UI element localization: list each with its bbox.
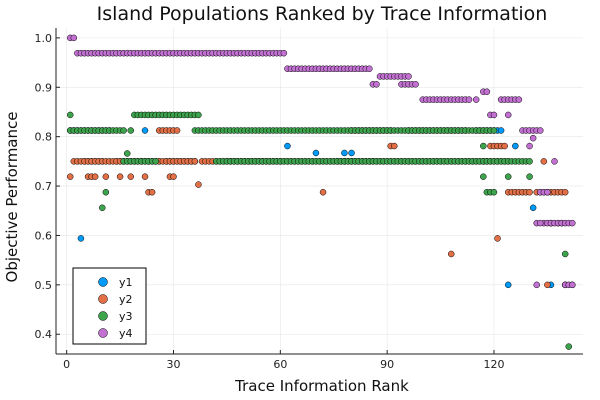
data-point-y3	[490, 188, 498, 196]
y-tick-label: 0.5	[35, 279, 53, 292]
data-point-y2	[148, 188, 156, 196]
data-point-y3	[123, 150, 131, 157]
data-point-y3	[526, 173, 533, 180]
data-point-y2	[391, 142, 398, 150]
x-tick-label: 30	[167, 358, 181, 371]
data-point-y2	[127, 173, 135, 180]
data-point-y1	[77, 235, 85, 242]
data-point-y4	[504, 111, 512, 119]
data-point-y2	[141, 173, 149, 180]
data-point-y3	[152, 158, 159, 165]
data-point-y4	[526, 142, 533, 150]
data-point-y4	[569, 219, 576, 227]
data-point-y1	[312, 149, 320, 157]
data-point-y4	[490, 111, 498, 119]
data-point-y3	[66, 111, 74, 119]
data-point-y1	[284, 142, 291, 150]
y-tick-label: 0.4	[35, 328, 53, 341]
data-point-y4	[483, 88, 491, 95]
data-point-y2	[501, 142, 508, 150]
legend-marker-y3	[98, 311, 108, 321]
x-tick-label: 0	[63, 358, 70, 371]
data-point-y2	[561, 188, 569, 196]
data-point-y2	[91, 173, 99, 180]
data-point-y4	[569, 281, 576, 289]
data-point-y4	[465, 96, 473, 103]
data-point-y4	[515, 96, 523, 103]
data-point-y4	[537, 219, 544, 227]
data-points	[66, 34, 576, 350]
data-point-y3	[102, 188, 110, 196]
data-point-y2	[195, 181, 202, 188]
x-axis-label: Trace Information Rank	[234, 377, 409, 395]
legend-label-y4: y4	[119, 327, 133, 340]
data-point-y1	[497, 127, 505, 134]
data-point-y2	[494, 235, 501, 242]
legend-label-y3: y3	[119, 310, 133, 323]
data-point-y3	[120, 127, 127, 134]
legend-marker-y1	[98, 277, 108, 287]
grid-lines	[56, 28, 583, 354]
legend-marker-y2	[98, 294, 108, 304]
tick-labels: 0 30 60 90 120 0.4 0.5 0.6 0.7 0.8 0.9 1.0	[35, 32, 505, 371]
data-point-y2	[102, 173, 110, 180]
data-point-y4	[544, 188, 551, 196]
data-point-y1	[141, 127, 149, 134]
data-point-y2	[191, 158, 199, 165]
data-point-y4	[537, 127, 544, 134]
data-point-y1	[504, 281, 512, 289]
data-point-y4	[70, 34, 78, 42]
legend-marker-y4	[98, 328, 108, 338]
data-point-y1	[512, 142, 519, 150]
data-point-y4	[366, 65, 373, 72]
data-point-y2	[544, 281, 551, 289]
data-point-y2	[448, 250, 455, 258]
data-point-y2	[319, 188, 327, 196]
y-tick-label: 0.7	[35, 180, 53, 193]
data-point-y4	[533, 281, 540, 289]
data-point-y1	[529, 204, 537, 212]
legend: y1 y2 y3 y4	[72, 267, 147, 345]
data-point-y4	[412, 81, 419, 88]
y-tick-label: 0.8	[35, 131, 53, 144]
data-point-y4	[280, 49, 288, 57]
data-point-y4	[373, 81, 380, 88]
data-point-y4	[529, 134, 537, 142]
data-point-y3	[490, 127, 498, 134]
x-tick-label: 120	[483, 358, 504, 371]
x-tick-label: 60	[273, 358, 287, 371]
chart-title: Island Populations Ranked by Trace Infor…	[97, 3, 548, 25]
data-point-y2	[540, 158, 548, 165]
data-point-y2	[170, 173, 177, 180]
data-point-y4	[472, 96, 480, 103]
y-tick-label: 1.0	[35, 32, 53, 45]
legend-label-y2: y2	[119, 293, 133, 306]
y-axis-label: Objective Performance	[3, 112, 21, 283]
x-tick-label: 90	[380, 358, 394, 371]
data-point-y3	[504, 173, 512, 180]
data-point-y4	[551, 158, 558, 165]
data-point-y3	[565, 343, 573, 350]
data-point-y3	[561, 250, 569, 258]
data-point-y3	[526, 158, 533, 165]
data-point-y1	[348, 149, 355, 157]
data-point-y1	[341, 149, 348, 157]
y-tick-label: 0.9	[35, 81, 53, 94]
data-point-y3	[480, 142, 487, 150]
data-point-y2	[526, 188, 533, 196]
y-tick-label: 0.6	[35, 229, 53, 242]
data-point-y2	[173, 127, 181, 134]
data-point-y3	[195, 111, 202, 119]
data-point-y3	[127, 127, 135, 134]
axes	[55, 28, 583, 355]
data-point-y2	[116, 173, 124, 180]
data-point-y3	[99, 204, 106, 212]
legend-label-y1: y1	[119, 276, 133, 289]
data-point-y3	[480, 173, 487, 180]
legend-box	[72, 267, 147, 345]
data-point-y4	[405, 73, 412, 80]
data-point-y2	[66, 173, 74, 180]
